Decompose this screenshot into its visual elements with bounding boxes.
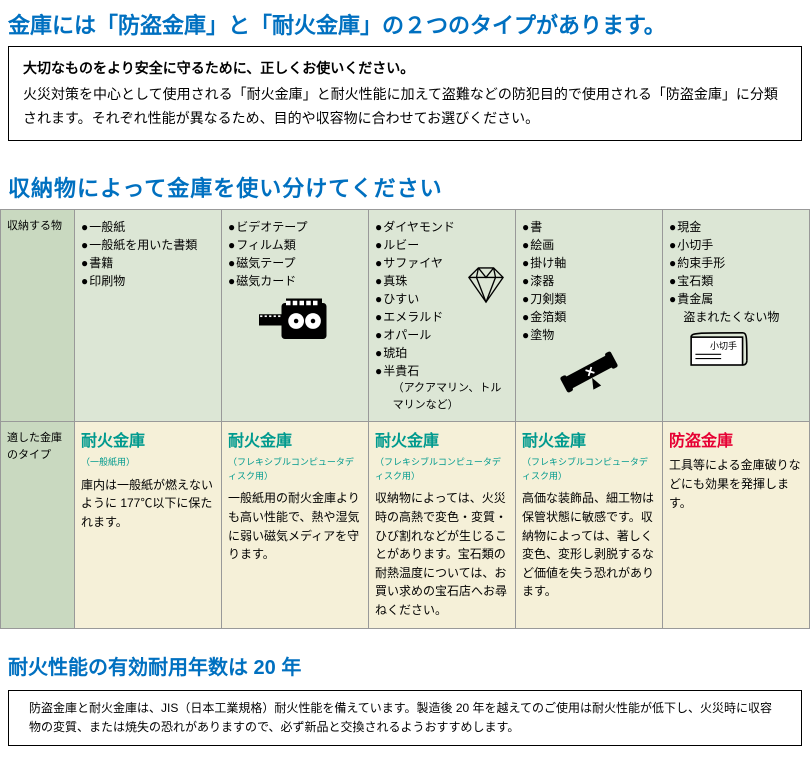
items-cell-1: ビデオテープフィルム類磁気テープ磁気カード bbox=[222, 210, 369, 422]
list-item: 金箔類 bbox=[522, 308, 656, 326]
safe-type-sub: （フレキシブルコンピュータディスク用） bbox=[375, 456, 509, 483]
list-item: 刀剣類 bbox=[522, 290, 656, 308]
items-cell-0: 一般紙一般紙を用いた書類書籍印刷物 bbox=[75, 210, 222, 422]
list-item: 磁気カード bbox=[228, 272, 362, 290]
list-item-extra: （アクアマリン、トルマリンなど） bbox=[375, 380, 509, 413]
safe-type-label: 防盗金庫 bbox=[669, 430, 803, 454]
items-cell-4: 現金小切手約束手形宝石類貴金属盗まれたくない物小切手 bbox=[663, 210, 810, 422]
list-item: ビデオテープ bbox=[228, 218, 362, 236]
intro-body: 火災対策を中心として使用される「耐火金庫」と耐火性能に加えて盗難などの防犯目的で… bbox=[23, 83, 787, 131]
list-item: 磁気テープ bbox=[228, 254, 362, 272]
list-item: 塗物 bbox=[522, 326, 656, 344]
items-row-header: 収納する物 bbox=[1, 210, 75, 422]
section-title-usage: 収納物によって金庫を使い分けてください bbox=[0, 163, 810, 209]
safe-type-desc: 庫内は一般紙が燃えないように 177℃以下に保たれます。 bbox=[81, 476, 215, 532]
list-item: 貴金属 bbox=[669, 290, 803, 308]
list-item: 漆器 bbox=[522, 272, 656, 290]
list-item: 盗まれたくない物 bbox=[669, 308, 803, 326]
intro-box: 大切なものをより安全に守るために、正しくお使いください。 火災対策を中心として使… bbox=[8, 46, 802, 141]
list-item: 半貴石 bbox=[375, 362, 509, 380]
list-item: フィルム類 bbox=[228, 236, 362, 254]
safe-type-desc: 一般紙用の耐火金庫よりも高い性能で、熱や湿気に弱い磁気メディアを守ります。 bbox=[228, 489, 362, 563]
type-cell-2: 耐火金庫（フレキシブルコンピュータディスク用） 収納物によっては、火災時の高熱で変… bbox=[369, 422, 516, 628]
type-cell-4: 防盗金庫工具等による金庫破りなどにも効果を発揮します。 bbox=[663, 422, 810, 628]
list-item: 現金 bbox=[669, 218, 803, 236]
list-item: 書 bbox=[522, 218, 656, 236]
list-item: 掛け軸 bbox=[522, 254, 656, 272]
list-item: ルビー bbox=[375, 236, 509, 254]
footnote-box: 防盗金庫と耐火金庫は、JIS（日本工業規格）耐火性能を備えています。製造後 20… bbox=[8, 690, 802, 746]
safe-type-sub: （一般紙用） bbox=[81, 456, 215, 470]
table-row: 適した金庫のタイプ 耐火金庫 （一般紙用） 庫内は一般紙が燃えないように 177℃以… bbox=[1, 422, 810, 628]
cheque-icon: 小切手 bbox=[689, 330, 749, 375]
safe-type-desc: 高価な装飾品、細工物は保管状態に敏感です。収納物によっては、著しく変色、変形し剥… bbox=[522, 489, 656, 601]
safe-usage-table: 収納する物 一般紙一般紙を用いた書類書籍印刷物 ビデオテープフィルム類磁気テープ… bbox=[0, 209, 810, 628]
list-item: 絵画 bbox=[522, 236, 656, 254]
safe-type-label: 耐火金庫 bbox=[522, 430, 656, 454]
type-cell-3: 耐火金庫（フレキシブルコンピュータディスク用） 高価な装飾品、細工物は保管状態に敏… bbox=[516, 422, 663, 628]
page-title: 金庫には「防盗金庫」と「耐火金庫」の２つのタイプがあります。 bbox=[0, 0, 810, 46]
intro-bold: 大切なものをより安全に守るために、正しくお使いください。 bbox=[23, 57, 787, 81]
list-item: 印刷物 bbox=[81, 272, 215, 290]
list-item: エメラルド bbox=[375, 308, 509, 326]
safe-type-sub: （フレキシブルコンピュータディスク用） bbox=[522, 456, 656, 483]
film-icon bbox=[228, 296, 362, 351]
type-cell-0: 耐火金庫 （一般紙用） 庫内は一般紙が燃えないように 177℃以下に保たれます。 bbox=[75, 422, 222, 628]
table-row: 収納する物 一般紙一般紙を用いた書類書籍印刷物 ビデオテープフィルム類磁気テープ… bbox=[1, 210, 810, 422]
list-item: オパール bbox=[375, 326, 509, 344]
list-item: 約束手形 bbox=[669, 254, 803, 272]
type-row-header: 適した金庫のタイプ bbox=[1, 422, 75, 628]
list-item: ダイヤモンド bbox=[375, 218, 509, 236]
list-item: 琥珀 bbox=[375, 344, 509, 362]
items-cell-2: ダイヤモンドルビーサファイヤ真珠ひすいエメラルドオパール琥珀半貴石（アクアマリン… bbox=[369, 210, 516, 422]
list-item: 一般紙 bbox=[81, 218, 215, 236]
items-cell-3: 書絵画掛け軸漆器刀剣類金箔類塗物 bbox=[516, 210, 663, 422]
safe-type-sub: （フレキシブルコンピュータディスク用） bbox=[228, 456, 362, 483]
type-cell-1: 耐火金庫（フレキシブルコンピュータディスク用） 一般紙用の耐火金庫よりも高い性能で… bbox=[222, 422, 369, 628]
diamond-icon bbox=[463, 266, 509, 309]
cheque-label: 小切手 bbox=[710, 340, 737, 354]
safe-type-label: 耐火金庫 bbox=[375, 430, 509, 454]
list-item: 小切手 bbox=[669, 236, 803, 254]
safe-type-label: 耐火金庫 bbox=[81, 430, 215, 454]
list-item: 書籍 bbox=[81, 254, 215, 272]
list-item: 宝石類 bbox=[669, 272, 803, 290]
section-title-lifespan: 耐火性能の有効耐用年数は 20 年 bbox=[0, 643, 810, 686]
safe-type-desc: 工具等による金庫破りなどにも効果を発揮します。 bbox=[669, 456, 803, 512]
scroll-icon bbox=[522, 350, 656, 399]
safe-type-desc: 収納物によっては、火災時の高熱で変色・変質・ひび割れなどが生じることがあります。… bbox=[375, 489, 509, 619]
list-item: 一般紙を用いた書類 bbox=[81, 236, 215, 254]
safe-type-label: 耐火金庫 bbox=[228, 430, 362, 454]
